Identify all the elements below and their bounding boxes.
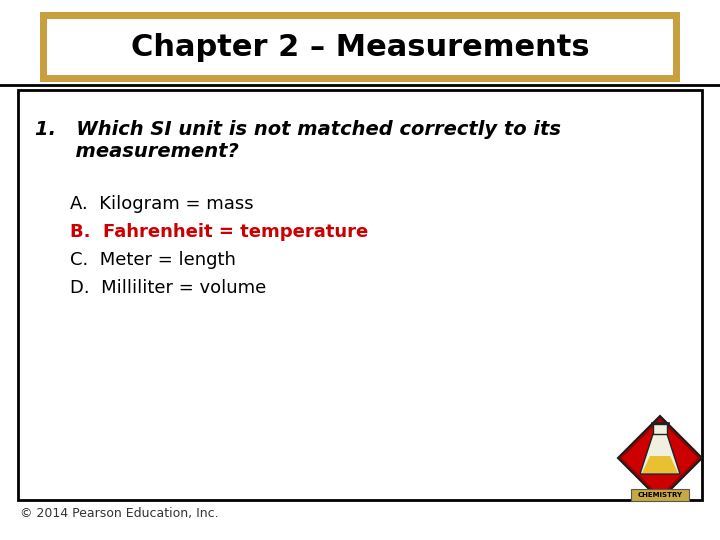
FancyBboxPatch shape xyxy=(18,90,702,500)
Polygon shape xyxy=(642,456,678,473)
Text: D.  Milliliter = volume: D. Milliliter = volume xyxy=(70,279,266,297)
Bar xyxy=(653,424,667,434)
Text: CHEMISTRY: CHEMISTRY xyxy=(637,492,683,498)
Text: Chapter 2 – Measurements: Chapter 2 – Measurements xyxy=(131,32,589,62)
FancyBboxPatch shape xyxy=(47,19,673,75)
Text: B.  Fahrenheit = temperature: B. Fahrenheit = temperature xyxy=(70,223,368,241)
Polygon shape xyxy=(621,419,699,497)
Polygon shape xyxy=(640,434,680,474)
Text: measurement?: measurement? xyxy=(35,142,239,161)
Text: © 2014 Pearson Education, Inc.: © 2014 Pearson Education, Inc. xyxy=(20,507,219,520)
Text: 1.   Which SI unit is not matched correctly to its: 1. Which SI unit is not matched correctl… xyxy=(35,120,561,139)
FancyBboxPatch shape xyxy=(40,12,680,82)
Text: C.  Meter = length: C. Meter = length xyxy=(70,251,236,269)
Text: A.  Kilogram = mass: A. Kilogram = mass xyxy=(70,195,253,213)
Bar xyxy=(631,489,690,501)
Polygon shape xyxy=(618,416,702,500)
Bar xyxy=(651,422,669,424)
